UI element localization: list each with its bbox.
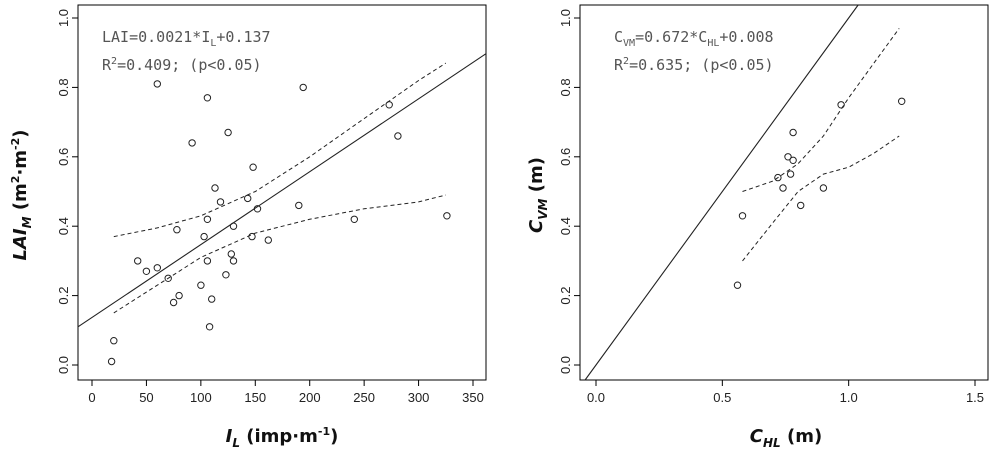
right-ci-upper-band [742, 28, 900, 192]
right-data-point [774, 173, 782, 182]
left-data-point [208, 295, 216, 303]
left-x-tick-label: 250 [353, 390, 375, 405]
left-data-point [200, 232, 208, 241]
left-y-tick-label: 0.0 [56, 356, 71, 374]
left-x-tick-label: 200 [299, 390, 321, 405]
right-reference-line [584, 4, 859, 381]
left-data-point [134, 257, 142, 265]
left-data-point [248, 232, 256, 241]
left-data-points [107, 80, 451, 366]
right-data-point [784, 153, 792, 161]
right-data-point [837, 101, 845, 109]
left-data-point [188, 139, 196, 147]
left-data-point [229, 222, 238, 230]
left-data-point [175, 291, 183, 300]
left-data-point [385, 101, 393, 109]
left-equation: LAI=0.0021*IL+0.137 [102, 28, 271, 49]
left-x-tick-label: 150 [244, 390, 266, 405]
left-data-point [211, 184, 219, 192]
left-data-point [229, 257, 238, 265]
left-data-point [203, 257, 212, 265]
left-data-point [203, 215, 212, 224]
left-data-point [299, 83, 307, 92]
left-x-axis-title: IL (imp·m-1) [226, 425, 339, 450]
left-confidence-bands [113, 62, 447, 314]
left-data-point [244, 194, 252, 203]
left-panel: 0 50 100 150 200 250 300 3500.00.20.40.60.81.0 … [9, 4, 487, 450]
left-r-squared: R2=0.409; (p<0.05) [102, 56, 262, 74]
left-data-point [443, 212, 451, 220]
left-data-point [249, 163, 257, 171]
left-data-point [227, 250, 236, 258]
right-panel: 0.0 0.5 1.0 1.5 0.0 0.2 0.4 0.6 0.8 1.0 CVM=0.672… [526, 4, 989, 450]
right-data-point [733, 281, 742, 289]
right-data-point [786, 170, 795, 178]
left-x-tick-label: 350 [462, 390, 484, 405]
left-x-tick-label: 100 [190, 390, 212, 405]
right-data-point [819, 184, 828, 192]
left-data-point [224, 128, 232, 137]
left-y-tick-label: 0.2 [56, 287, 71, 305]
right-y-tick-label: 0.8 [558, 78, 573, 96]
left-data-point [350, 215, 358, 224]
right-x-tick-label: 0.0 [587, 390, 605, 405]
left-data-point [295, 201, 303, 210]
left-regression-line [77, 53, 487, 328]
left-data-point [169, 298, 178, 307]
right-plot-frame [579, 4, 989, 381]
right-r-squared: R2=0.635; (p<0.05) [614, 56, 774, 74]
left-data-point [173, 226, 181, 234]
left-y-tick-label: 1.0 [56, 9, 71, 27]
left-data-point [203, 94, 212, 102]
left-ci-upper-band [113, 62, 447, 238]
right-data-point [898, 97, 906, 106]
left-data-point [153, 80, 162, 88]
left-y-tick-label: 0.8 [56, 78, 71, 96]
left-data-point [107, 357, 116, 366]
left-data-point [153, 264, 162, 272]
right-y-tick-label: 0.6 [558, 148, 573, 166]
right-x-tick-label: 1.5 [966, 390, 984, 405]
right-axis-ticks: 0.0 0.5 1.0 1.5 0.0 0.2 0.4 0.6 0.8 1.0 [558, 9, 984, 405]
left-data-point [110, 337, 118, 345]
left-data-point [253, 205, 262, 213]
right-y-axis-title: CVM (m) [526, 157, 550, 233]
right-x-tick-label: 1.0 [840, 390, 858, 405]
right-confidence-bands [742, 28, 900, 262]
left-data-point [222, 271, 230, 279]
left-data-point [142, 267, 151, 275]
right-data-point [779, 184, 787, 192]
left-data-point [205, 323, 214, 331]
left-y-axis-title: LAIM (m2·m-2) [9, 129, 34, 260]
left-data-point [394, 132, 402, 140]
left-axis-ticks: 0 50 100 150 200 250 300 350 0.0 0.2 0.4 0.6 0.8 1.0 [56, 9, 484, 405]
right-x-tick-label: 0.5 [713, 390, 731, 405]
left-y-tick-label: 0.4 [56, 217, 71, 235]
right-data-points [733, 97, 906, 289]
left-y-tick-label: 0.6 [56, 148, 71, 166]
left-data-point [216, 198, 225, 206]
left-plot-frame [77, 4, 487, 381]
left-regression-line [77, 53, 487, 328]
right-data-point [789, 128, 797, 137]
right-y-tick-label: 0.2 [558, 287, 573, 305]
right-data-point [797, 201, 805, 210]
left-x-tick-label: 0 [88, 390, 95, 405]
left-ci-lower-band [113, 194, 446, 314]
right-one-to-one-line [584, 4, 859, 381]
left-data-point [164, 274, 172, 282]
right-y-tick-label: 0.4 [558, 217, 573, 235]
right-y-tick-label: 0.0 [558, 356, 573, 374]
left-data-point [197, 281, 205, 289]
left-x-tick-label: 300 [408, 390, 430, 405]
right-data-point [789, 156, 797, 165]
right-y-tick-label: 1.0 [558, 9, 573, 27]
right-ci-lower-band [742, 135, 900, 262]
left-x-tick-label: 50 [139, 390, 153, 405]
right-data-point [738, 212, 747, 220]
left-data-point [264, 236, 272, 244]
right-x-axis-title: CHL (m) [750, 426, 822, 450]
right-equation: CVM=0.672*CHL+0.008 [614, 28, 774, 49]
